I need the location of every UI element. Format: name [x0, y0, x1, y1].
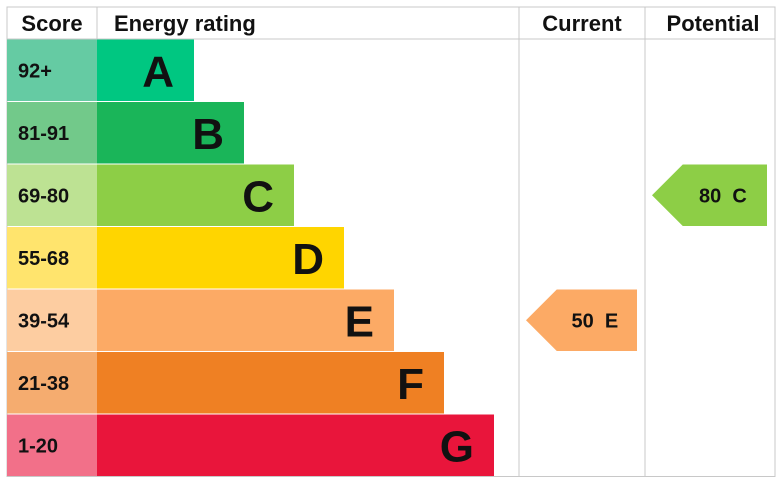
rating-letter: E	[345, 297, 374, 346]
chart-header: Score Energy rating Current Potential	[21, 11, 759, 36]
score-range-label: 55-68	[18, 248, 69, 270]
rating-bands: 92+ A 81-91 B 69-80 C 55-68 D 39-54 E 21-38 F 1-20 G	[7, 39, 494, 476]
current-rating-arrow: 50 E	[526, 289, 637, 351]
rating-bar	[97, 352, 444, 414]
score-range-label: 1-20	[18, 435, 58, 457]
potential-rating-arrow: 80 C	[652, 164, 767, 226]
score-range-label: 21-38	[18, 373, 69, 395]
band-d: 55-68 D	[7, 227, 344, 289]
rating-letter: D	[292, 235, 324, 284]
score-range-label: 69-80	[18, 185, 69, 207]
rating-bar	[97, 39, 194, 101]
band-c: 69-80 C	[7, 164, 294, 226]
rating-letter: G	[440, 422, 474, 471]
band-a: 92+ A	[7, 39, 194, 101]
band-f: 21-38 F	[7, 352, 444, 414]
rating-letter: F	[397, 360, 424, 409]
potential-rating-arrow-shape	[652, 164, 767, 226]
band-e: 39-54 E	[7, 289, 394, 351]
rating-bar	[97, 164, 294, 226]
rating-bar	[97, 227, 344, 289]
score-cell	[7, 102, 97, 164]
band-g: 1-20 G	[7, 414, 494, 476]
band-b: 81-91 B	[7, 102, 244, 164]
score-range-label: 39-54	[18, 310, 70, 332]
rating-letter: C	[242, 172, 274, 221]
score-cell	[7, 164, 97, 226]
header-current: Current	[542, 11, 622, 36]
rating-bar	[97, 102, 244, 164]
score-cell	[7, 289, 97, 351]
header-score: Score	[21, 11, 82, 36]
score-cell	[7, 227, 97, 289]
score-cell	[7, 414, 97, 476]
rating-letter: A	[142, 47, 174, 96]
score-range-label: 92+	[18, 60, 52, 82]
rating-letter: B	[192, 110, 224, 159]
rating-arrows: 50 E 80 C	[526, 164, 767, 351]
current-rating-arrow-shape	[526, 289, 637, 351]
potential-rating-arrow-label: 80 C	[699, 185, 747, 207]
score-range-label: 81-91	[18, 123, 69, 145]
header-energy-rating: Energy rating	[114, 11, 256, 36]
score-cell	[7, 352, 97, 414]
current-rating-arrow-label: 50 E	[572, 310, 619, 332]
rating-bar	[97, 289, 394, 351]
score-cell	[7, 39, 97, 101]
header-potential: Potential	[667, 11, 760, 36]
rating-bar	[97, 414, 494, 476]
